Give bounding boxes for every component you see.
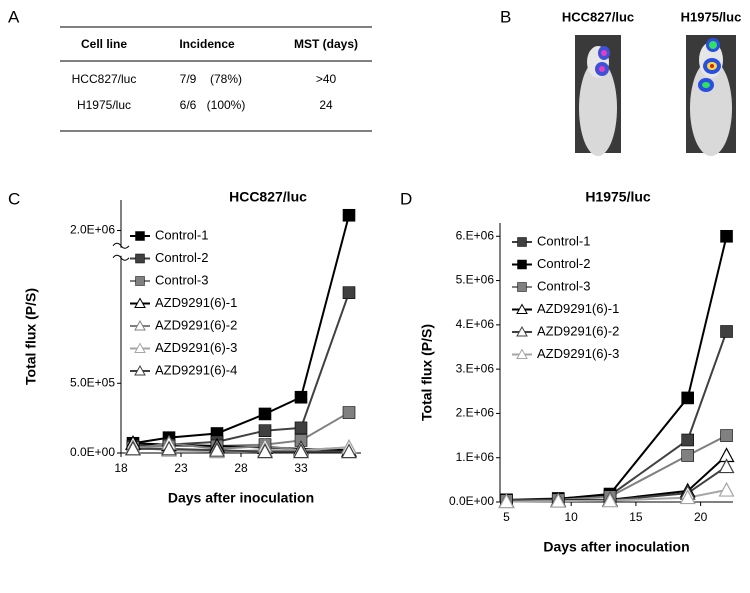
panel-label: C <box>8 189 20 208</box>
legend-marker <box>134 342 146 353</box>
square-marker <box>720 229 733 243</box>
square-marker <box>342 208 356 222</box>
table-cell: HCC827/luc <box>72 72 137 86</box>
legend-marker <box>517 282 527 292</box>
legend-label: Control-2 <box>155 250 208 265</box>
legend-marker <box>135 253 145 264</box>
legend-label: AZD9291(6)-2 <box>537 323 619 338</box>
triangle-marker <box>292 443 310 459</box>
legend-marker <box>517 237 527 247</box>
legend-marker <box>135 276 145 286</box>
y-tick-label: 0.0E+00 <box>449 494 494 508</box>
chart-title: H1975/luc <box>585 189 651 205</box>
y-tick-label: 4.E+06 <box>456 317 495 331</box>
square-marker <box>681 433 694 447</box>
square-marker <box>342 406 356 419</box>
triangle-marker <box>718 481 735 497</box>
image-label: H1975/luc <box>681 9 742 24</box>
legend-marker <box>134 297 146 308</box>
square-marker <box>681 449 694 462</box>
square-marker <box>294 421 308 435</box>
y-tick-label: 5.E+06 <box>456 273 495 287</box>
legend-label: Control-3 <box>155 272 208 287</box>
legend-marker <box>135 231 145 241</box>
x-axis-title: Days after inoculation <box>543 539 689 555</box>
x-tick-label: 23 <box>174 461 188 475</box>
table-cell: 7/9 <box>180 72 197 86</box>
mouse-image <box>575 35 621 156</box>
table-header: Incidence <box>179 37 235 51</box>
chart-title: HCC827/luc <box>229 189 307 205</box>
x-tick-label: 10 <box>565 510 579 524</box>
x-tick-label: 18 <box>114 461 128 475</box>
x-tick-label: 33 <box>294 461 308 475</box>
y-tick-label: 0.0E+00 <box>70 445 115 459</box>
y-tick-label: 1.E+06 <box>456 450 495 464</box>
legend-label: AZD9291(6)-1 <box>155 295 237 310</box>
square-marker <box>681 391 694 405</box>
table: Cell line Incidence MST (days) HCC827/lu… <box>60 26 372 132</box>
triangle-marker <box>679 489 696 505</box>
square-marker <box>294 390 308 404</box>
triangle-marker <box>498 493 515 509</box>
legend-label: Control-1 <box>155 227 208 242</box>
legend-label: AZD9291(6)-3 <box>537 346 619 361</box>
triangle-marker <box>160 440 178 456</box>
legend-marker <box>134 364 146 376</box>
image-label: HCC827/luc <box>562 9 634 24</box>
y-tick-label: 2.0E+06 <box>70 223 115 237</box>
x-tick-label: 5 <box>503 510 510 524</box>
x-tick-label: 15 <box>629 510 643 524</box>
square-marker <box>720 325 733 338</box>
legend-label: Control-2 <box>537 256 590 271</box>
triangle-marker <box>124 440 142 456</box>
table-cell: 24 <box>319 98 333 112</box>
square-marker <box>342 286 356 299</box>
axis-break <box>112 242 130 261</box>
mouse-image <box>686 35 736 156</box>
square-marker <box>258 407 272 421</box>
table-cell: 6/6 <box>180 98 197 112</box>
legend-label: Control-3 <box>537 278 590 293</box>
triangle-marker <box>256 443 274 459</box>
triangle-marker <box>718 458 735 474</box>
legend-label: AZD9291(6)-4 <box>155 362 237 377</box>
y-axis-title: Total flux (P/S) <box>23 288 39 385</box>
table-cell: H1975/luc <box>77 98 131 112</box>
table-cell: >40 <box>316 72 337 86</box>
panel-label: A <box>8 7 20 26</box>
x-axis-title: Days after inoculation <box>168 490 314 506</box>
y-tick-label: 5.0E+05 <box>70 375 115 389</box>
legend-label: Control-1 <box>537 233 590 248</box>
triangle-marker <box>550 492 567 508</box>
panel-label: D <box>400 189 412 208</box>
table-header: MST (days) <box>294 37 358 51</box>
table-cell: (78%) <box>210 72 242 86</box>
square-marker <box>720 429 733 442</box>
y-tick-label: 6.E+06 <box>456 228 495 242</box>
square-marker <box>258 424 272 437</box>
legend-label: AZD9291(6)-2 <box>155 317 237 332</box>
table-cell: (100%) <box>207 98 246 112</box>
legend-label: AZD9291(6)-1 <box>537 301 619 316</box>
x-tick-label: 28 <box>234 461 248 475</box>
panel-label: B <box>500 7 511 26</box>
legend-marker <box>134 319 146 331</box>
legend-marker <box>516 325 528 337</box>
triangle-marker <box>602 492 619 508</box>
y-tick-label: 2.E+06 <box>456 406 495 420</box>
legend-marker <box>516 348 528 359</box>
table-header: Cell line <box>81 37 127 51</box>
triangle-marker <box>340 443 358 459</box>
y-tick-label: 3.E+06 <box>456 361 495 375</box>
legend-marker <box>516 303 528 314</box>
legend-label: AZD9291(6)-3 <box>155 340 237 355</box>
y-axis-title: Total flux (P/S) <box>419 324 435 421</box>
x-tick-label: 20 <box>694 510 708 524</box>
legend-marker <box>517 259 527 270</box>
triangle-marker <box>208 441 226 457</box>
